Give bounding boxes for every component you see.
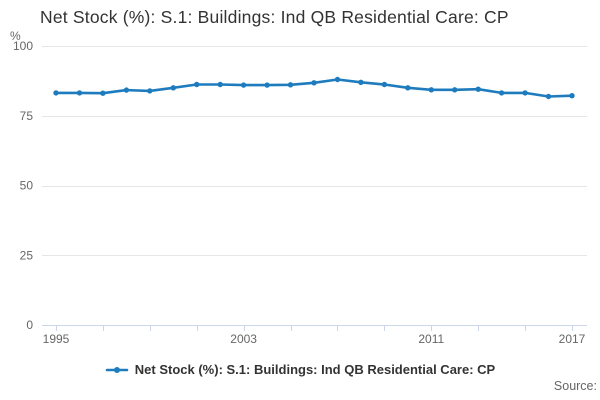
legend-item[interactable]: Net Stock (%): S.1: Buildings: Ind QB Re… [0, 362, 600, 377]
data-point[interactable] [147, 88, 153, 94]
y-tick-label: 0 [26, 318, 33, 332]
data-point[interactable] [475, 86, 481, 92]
data-point[interactable] [498, 90, 505, 96]
y-tick-label: 75 [20, 109, 34, 123]
legend-label: Net Stock (%): S.1: Buildings: Ind QB Re… [134, 362, 496, 377]
data-point[interactable] [240, 82, 247, 88]
data-point[interactable] [217, 81, 223, 88]
source-label: Source: [553, 379, 597, 393]
data-point[interactable] [358, 79, 364, 86]
y-axis-unit-label: % [10, 29, 21, 43]
x-tick-label: 2017 [559, 332, 586, 346]
data-point[interactable] [545, 93, 552, 100]
x-tick-label: 2003 [230, 332, 257, 346]
legend-marker-dot [113, 366, 120, 373]
data-point[interactable] [53, 90, 59, 96]
y-tick-label: 50 [20, 179, 34, 193]
data-point[interactable] [123, 87, 130, 93]
data-point[interactable] [522, 90, 528, 96]
data-point[interactable] [100, 90, 106, 96]
plot-area: 0 25 50 75 100 1995 2003 2011 2017 [13, 39, 587, 346]
x-tick-label: 1995 [43, 332, 70, 346]
data-point[interactable] [428, 87, 434, 93]
data-point[interactable] [452, 87, 458, 93]
legend-line-marker-icon [105, 366, 129, 373]
data-point[interactable] [569, 93, 575, 99]
data-point[interactable] [194, 81, 200, 88]
x-tick-label: 2011 [418, 332, 444, 346]
data-point[interactable] [170, 85, 176, 91]
data-point[interactable] [381, 81, 388, 88]
y-tick-label: 25 [20, 248, 34, 262]
chart-title: Net Stock (%): S.1: Buildings: Ind QB Re… [40, 7, 509, 27]
data-point[interactable] [334, 76, 341, 83]
data-point[interactable] [76, 90, 83, 96]
data-point[interactable] [405, 85, 411, 91]
data-point[interactable] [311, 80, 317, 86]
data-point[interactable] [287, 82, 294, 88]
y-tick-label: 100 [13, 39, 33, 53]
data-point[interactable] [264, 82, 270, 88]
